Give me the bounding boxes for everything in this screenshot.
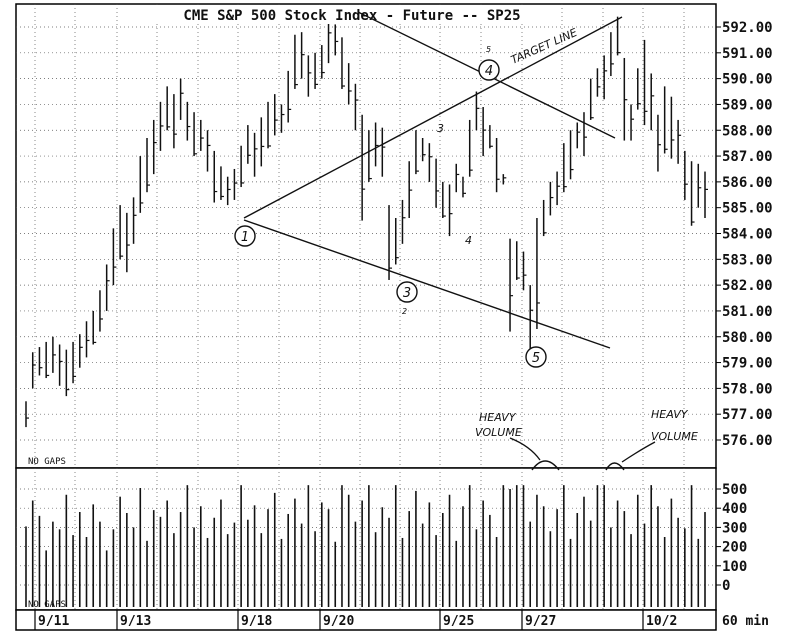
wave-1-circle: [234, 225, 256, 247]
date-axis: 9/11 9/13 9/18 9/20 9/25 9/27 10/2: [34, 610, 677, 630]
wave-3-circle: [396, 281, 418, 303]
price-axis: 592.00 591.00 590.00 589.00 588.00 587.00 586.…: [716, 20, 773, 449]
wave-3-label: 3: [403, 286, 411, 301]
date-label: 9/25: [443, 614, 474, 629]
small-wave-2: 2: [402, 307, 407, 316]
volume-tick-label: 400: [722, 501, 747, 517]
price-tick-label: 590.00: [722, 72, 773, 88]
volume-tick-label: 100: [722, 559, 747, 575]
price-tick-label: 587.00: [722, 149, 773, 165]
heavy-volume-2-line2: VOLUME: [651, 430, 698, 443]
wave-4-circle: [478, 59, 500, 81]
price-tick-label: 582.00: [722, 278, 773, 294]
lower-channel-line: [243, 219, 611, 349]
price-tick-label: 589.00: [722, 97, 773, 113]
price-tick-label: 585.00: [722, 201, 773, 217]
volume-panel-note: NO GAPS: [28, 600, 66, 610]
price-panel: [15, 3, 717, 469]
heavy-volume-2-line1: HEAVY: [651, 408, 689, 421]
price-tick-label: 581.00: [722, 304, 773, 320]
price-tick-label: 592.00: [722, 20, 773, 36]
wave-5-label: 5: [532, 351, 540, 366]
volume-bars: [25, 485, 706, 607]
date-label: 9/27: [525, 614, 556, 629]
heavy-volume-2-arc: [605, 462, 625, 471]
heavy-volume-2-arrow: [621, 441, 656, 463]
date-label: 9/13: [120, 614, 151, 629]
date-label: 9/20: [323, 614, 354, 629]
small-wave-4: 4: [465, 234, 472, 247]
price-bars: [25, 14, 708, 428]
volume-tick-label: 200: [722, 540, 747, 556]
small-wave-5: 5: [486, 45, 491, 54]
price-panel-note: NO GAPS: [28, 457, 66, 467]
grid: [16, 4, 716, 610]
wave-1-label: 1: [241, 230, 249, 245]
price-tick-label: 583.00: [722, 252, 773, 268]
heavy-volume-1-arrow: [509, 437, 541, 461]
price-tick-label: 586.00: [722, 175, 773, 191]
chart-title: CME S&P 500 Stock Index - Future -- SP25: [183, 8, 520, 24]
volume-axis: 500 400 300 200 100 0: [716, 482, 747, 594]
price-tick-label: 580.00: [722, 330, 773, 346]
price-tick-label: 591.00: [722, 46, 773, 62]
volume-tick-label: 300: [722, 520, 747, 536]
volume-panel: [15, 467, 717, 611]
interval-label: 60 min: [722, 614, 769, 629]
date-strip: [15, 609, 717, 631]
heavy-volume-1-arc: [531, 460, 560, 471]
price-tick-label: 588.00: [722, 123, 773, 139]
price-tick-label: 578.00: [722, 381, 773, 397]
price-tick-label: 584.00: [722, 227, 773, 243]
date-label: 9/18: [241, 614, 272, 629]
date-label: 9/11: [38, 614, 69, 629]
volume-tick-label: 0: [722, 578, 730, 594]
small-wave-3: 3: [437, 122, 444, 135]
price-tick-label: 579.00: [722, 356, 773, 372]
date-label: 10/2: [646, 614, 677, 629]
wave-4-label: 4: [485, 64, 493, 79]
heavy-volume-1-line2: VOLUME: [475, 426, 522, 439]
upper-channel-line: [243, 16, 623, 219]
price-tick-label: 576.00: [722, 433, 773, 449]
wave-5-circle: [525, 346, 547, 368]
volume-tick-label: 500: [722, 482, 747, 498]
heavy-volume-1-line1: HEAVY: [479, 411, 517, 424]
price-tick-label: 577.00: [722, 407, 773, 423]
